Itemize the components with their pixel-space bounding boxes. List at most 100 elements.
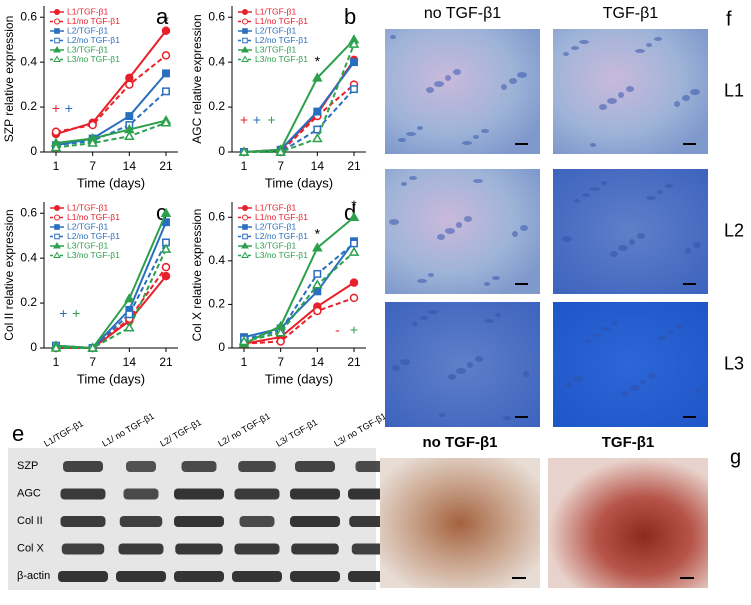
data-point [160,117,172,127]
cell-stain [646,196,656,200]
cell-stain [503,416,511,420]
legend-label: L2/TGF-β1 [255,25,297,35]
legend-label: L1/TGF-β1 [255,202,297,212]
blot-band [295,461,335,472]
legend-marker [242,37,248,44]
cell-stain [593,333,601,337]
row-label: L3 [724,353,744,373]
cell-stain [437,234,445,240]
legend-marker [53,55,61,62]
data-point [162,87,170,96]
legend-label: L1/TGF-β1 [67,6,109,16]
annotation: + [72,305,80,321]
cell-stain [574,199,580,203]
blot-band [234,543,280,555]
data-point [160,207,172,217]
cell-stain [607,98,617,104]
blot-band [61,543,105,555]
data-point [125,80,134,89]
x-tick-label: 14 [311,355,325,369]
y-tick-label: 0 [30,144,37,158]
cell-stain [657,190,663,194]
blot-band [118,543,164,555]
cell-stain [571,46,579,50]
legend-label: L1/no TGF-β1 [255,212,308,222]
cell-stain [599,104,607,110]
legend-label: L3/TGF-β1 [67,44,109,54]
series-line [243,61,355,153]
x-axis-label: Time (days) [77,371,145,386]
legend-marker [242,214,248,221]
y-tick-label: 0.4 [20,54,37,68]
y-tick-label: 0 [30,340,37,354]
cell-stain [654,37,662,41]
data-point [275,327,286,337]
cell-stain [696,388,702,394]
cell-stain [439,413,445,417]
cell-stain [401,182,407,186]
cell-stain [392,365,400,371]
legend-label: L2/no TGF-β1 [67,231,120,241]
cell-stain [473,135,479,139]
x-tick-label: 21 [347,355,361,369]
column-label: TGF-β1 [603,5,659,22]
lane-label: L2/ TGF-β1 [158,417,203,449]
cell-stain [434,81,444,87]
data-point [161,271,171,281]
cell-stain [448,374,456,380]
cell-stain [685,248,691,254]
legend-marker [54,37,60,44]
cell-stain [428,273,434,277]
data-point [312,72,323,82]
data-point [350,85,358,94]
cell-stain [629,385,639,391]
blot-band [238,461,276,472]
cell-stain [400,359,410,365]
cell-stain [426,87,434,93]
cell-stain [626,86,634,92]
series-line [55,119,167,145]
legend-marker [241,55,249,62]
x-axis-label: Time (days) [77,175,145,190]
data-point [312,133,323,143]
y-tick-label: 0.6 [20,9,37,23]
row-label: SZP [17,460,38,472]
blot-band [174,516,224,527]
blot-band [175,543,223,555]
data-point [124,130,135,141]
data-point [50,141,62,152]
legend-marker [242,233,248,240]
data-point [51,127,61,137]
data-point [313,306,322,316]
blot-band [234,488,280,500]
panel-letter: c [156,200,167,225]
annotation: + [253,111,261,127]
legend-marker [241,242,249,249]
micrograph [553,169,708,294]
legend-marker [54,28,60,34]
cell-stain [612,321,618,325]
y-axis-label: AGC relative expression [190,14,204,143]
data-point [162,69,170,78]
cell-stain [590,187,600,191]
cell-stain [398,138,406,142]
lane-label: L3/ no TGF-β1 [332,411,388,449]
cell-stain [590,143,596,147]
legend-marker [242,205,248,211]
annotation: + [267,111,275,127]
cell-stain [621,391,629,397]
legend-label: L2/TGF-β1 [67,221,109,231]
annotation: * [351,197,357,213]
panel-letter: b [344,4,356,29]
cell-stain [573,376,583,382]
cell-stain [601,181,607,185]
series-line [55,54,167,133]
cell-stain [512,231,518,237]
panel-letter: e [12,421,24,446]
legend-marker [241,46,249,53]
y-tick-label: 0.2 [20,99,37,113]
data-point [348,246,360,256]
data-point [161,26,171,35]
blot-band [232,571,282,582]
blot-band [174,571,224,582]
